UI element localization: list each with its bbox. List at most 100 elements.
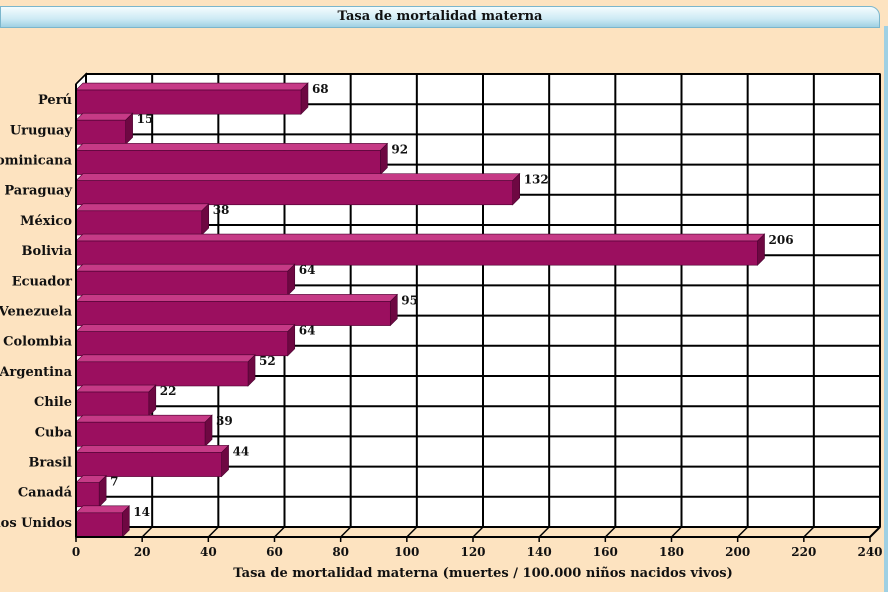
bar-front	[75, 301, 391, 326]
bar	[75, 112, 134, 146]
bar-top	[75, 263, 296, 272]
category-label: Paraguay	[4, 184, 72, 199]
bar-top	[75, 354, 256, 363]
data-label: 14	[133, 505, 150, 519]
bar-front	[75, 421, 206, 447]
data-label: 39	[216, 414, 233, 428]
bar-top	[75, 143, 389, 151]
data-label: 92	[391, 142, 408, 156]
category-label: Uruguay	[10, 123, 73, 138]
category-label: Colombia	[3, 335, 72, 350]
title-bar: Tasa de mortalidad materna	[0, 6, 880, 28]
bar-front	[75, 482, 100, 508]
category-label: Canadá	[18, 486, 73, 501]
category-label: Brasil	[29, 456, 73, 471]
bar-front	[75, 119, 126, 145]
data-label: 68	[312, 82, 329, 96]
x-tick-label: 140	[527, 545, 552, 559]
floor-gridline	[472, 526, 484, 538]
bar-top	[75, 82, 309, 91]
x-tick-label: 100	[394, 545, 419, 559]
x-tick-label: 0	[72, 545, 80, 559]
bar-top	[75, 294, 399, 302]
data-label: 7	[110, 475, 118, 489]
category-label: México	[20, 214, 72, 229]
floor-gridline	[604, 526, 616, 538]
bar-front	[75, 210, 203, 236]
bar	[75, 323, 296, 357]
category-label: Venezuela	[0, 305, 73, 320]
bar	[75, 233, 766, 266]
category-label: Estados Unidos	[0, 516, 72, 531]
bar-top	[75, 384, 157, 393]
x-tick-label: 20	[134, 545, 151, 559]
floor-gridline	[406, 526, 418, 538]
bar	[75, 384, 157, 417]
floor-gridline	[538, 526, 550, 538]
data-label: 38	[213, 203, 230, 217]
floor-gridline	[273, 526, 286, 538]
x-tick-label: 120	[460, 545, 485, 559]
x-tick-label: 200	[725, 545, 750, 559]
bar	[75, 82, 309, 115]
category-label: Ecuador	[12, 274, 72, 289]
bar	[75, 203, 210, 236]
bar	[75, 354, 256, 387]
data-label: 22	[160, 384, 177, 398]
x-tick-label: 80	[332, 545, 349, 559]
bar	[75, 414, 213, 448]
bar-front	[75, 361, 249, 387]
bar-top	[75, 112, 134, 121]
chart-title: Tasa de mortalidad materna	[337, 9, 543, 24]
x-axis-label: Tasa de mortalidad materna (muertes / 10…	[233, 566, 733, 581]
floor-gridline	[737, 526, 749, 538]
data-label: 95	[401, 293, 418, 307]
x-tick-label: 40	[200, 545, 217, 559]
category-label: Bolivia	[22, 244, 73, 259]
bar	[75, 263, 296, 297]
bar	[75, 172, 521, 206]
floor-gridline	[141, 526, 153, 538]
bar	[75, 474, 107, 508]
bar-front	[75, 270, 289, 296]
bar	[75, 444, 230, 478]
bar-front	[75, 331, 289, 357]
floor-gridline	[340, 526, 352, 538]
bar-front	[75, 180, 514, 206]
bar	[75, 293, 399, 327]
data-label: 44	[233, 444, 250, 458]
bar-front	[75, 240, 758, 266]
bar-top	[75, 324, 296, 332]
bar	[75, 505, 131, 538]
bar-top	[75, 414, 213, 423]
bar-top	[75, 173, 521, 181]
x-tick-label: 220	[791, 545, 816, 559]
category-label: Cuba	[35, 425, 73, 440]
bar-front	[75, 452, 222, 477]
data-label: 64	[299, 324, 316, 338]
x-tick-label: 240	[857, 545, 882, 559]
bar-front	[75, 89, 302, 115]
bar-top	[75, 445, 230, 453]
floor-gridline	[803, 526, 815, 538]
category-label: Argentina	[0, 365, 73, 380]
x-tick-label: 60	[266, 545, 283, 559]
category-label: Perú	[38, 93, 72, 108]
data-label: 132	[524, 173, 549, 187]
bar-top	[75, 505, 131, 514]
data-label: 64	[299, 263, 316, 277]
bar-top	[75, 233, 766, 242]
bar-front	[75, 512, 123, 538]
data-label: 206	[769, 233, 794, 247]
frame-right-edge	[884, 26, 888, 592]
category-label: Chile	[34, 395, 72, 410]
bar-front	[75, 150, 381, 175]
bar	[75, 142, 389, 176]
x-tick-label: 180	[659, 545, 684, 559]
category-label: República Dominicana	[0, 154, 73, 169]
floor-gridline	[207, 526, 219, 538]
bar-front	[75, 391, 150, 417]
bar-top	[75, 203, 210, 212]
